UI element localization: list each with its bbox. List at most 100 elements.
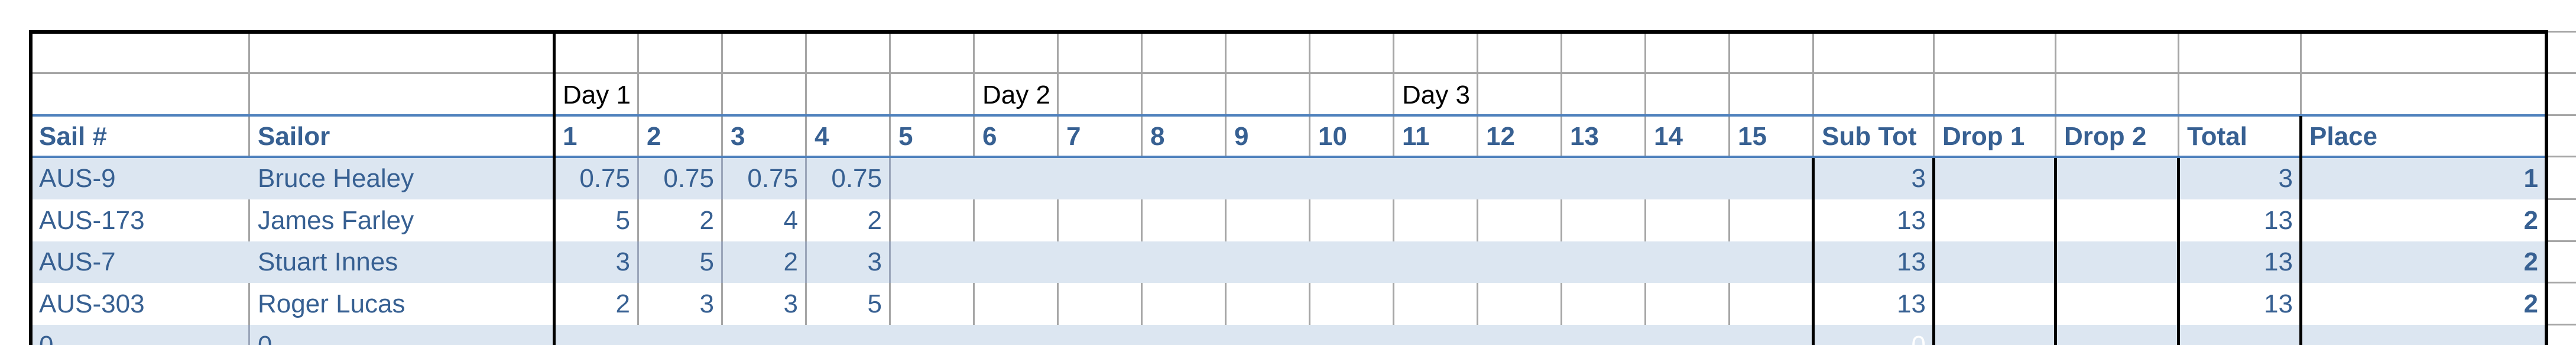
gridline <box>1309 31 1310 158</box>
col-header-subtot[interactable]: Sub Tot <box>1822 122 1917 151</box>
cell-race-score[interactable]: 5 <box>615 206 630 235</box>
cell-sailor[interactable]: Roger Lucas <box>258 289 405 318</box>
col-header-sail[interactable]: Sail # <box>39 122 107 151</box>
cell-total[interactable]: 13 <box>2264 247 2293 276</box>
col-header-race-8[interactable]: 8 <box>1150 122 1165 151</box>
cell-place[interactable]: 2 <box>2523 247 2538 276</box>
cell-race-score[interactable]: 0.75 <box>831 164 882 193</box>
gridline <box>1477 199 1478 241</box>
gridline <box>637 31 639 158</box>
divider-subtot-drop1 <box>1932 158 1935 345</box>
day3-label-cell[interactable]: Day 3 <box>1402 80 1470 109</box>
gridline <box>1728 31 1730 158</box>
col-header-place[interactable]: Place <box>2309 122 2377 151</box>
col-header-race-7[interactable]: 7 <box>1066 122 1081 151</box>
row-band <box>31 325 2546 345</box>
col-header-race-5[interactable]: 5 <box>898 122 913 151</box>
cell-place[interactable]: 2 <box>2523 289 2538 318</box>
gridline <box>1477 283 1478 325</box>
gridline <box>31 72 2576 74</box>
gridline <box>2178 31 2179 158</box>
gridline <box>1393 199 1394 241</box>
cell-race-score[interactable]: 2 <box>699 206 714 235</box>
table-border-right <box>2545 30 2548 345</box>
cell-total[interactable]: 13 <box>2264 289 2293 318</box>
col-header-race-1[interactable]: 1 <box>563 122 578 151</box>
cell-race-score[interactable]: 3 <box>699 289 714 318</box>
row-band <box>31 158 2546 199</box>
gridline <box>248 283 250 325</box>
gridline <box>805 241 807 283</box>
cell-race-score[interactable]: 3 <box>783 289 798 318</box>
gridline <box>2548 282 2576 283</box>
day2-label-cell[interactable]: Day 2 <box>982 80 1050 109</box>
col-header-race-14[interactable]: 14 <box>1654 122 1683 151</box>
col-header-total[interactable]: Total <box>2187 122 2247 151</box>
cell-sail[interactable]: AUS-7 <box>39 247 116 276</box>
gridline <box>889 241 891 283</box>
col-header-race-3[interactable]: 3 <box>731 122 745 151</box>
col-header-race-6[interactable]: 6 <box>982 122 997 151</box>
cell-subtot[interactable]: 13 <box>1897 247 1926 276</box>
day1-label-cell[interactable]: Day 1 <box>563 80 631 109</box>
gridline <box>1393 31 1394 158</box>
gridline <box>1933 31 1935 158</box>
gridline <box>1057 199 1059 241</box>
cell-race-score[interactable]: 5 <box>867 289 882 318</box>
col-header-race-4[interactable]: 4 <box>815 122 829 151</box>
cell-race-score[interactable]: 0.75 <box>747 164 798 193</box>
cell-race-score[interactable]: 0.75 <box>579 164 630 193</box>
gridline <box>973 31 975 158</box>
col-header-race-2[interactable]: 2 <box>647 122 661 151</box>
divider-races-subtot <box>1812 158 1815 345</box>
cell-place[interactable]: 2 <box>2523 206 2538 235</box>
gridline <box>248 325 250 345</box>
gridline <box>1141 283 1143 325</box>
cell-sailor[interactable]: James Farley <box>258 206 414 235</box>
cell-subtot[interactable]: 3 <box>1911 164 1926 193</box>
gridline <box>1225 283 1227 325</box>
gridline <box>2548 324 2576 325</box>
col-header-race-13[interactable]: 13 <box>1570 122 1599 151</box>
col-header-race-11[interactable]: 11 <box>1402 122 1430 151</box>
cell-place[interactable]: 1 <box>2523 164 2538 193</box>
gridline <box>637 199 639 241</box>
cell-subtot[interactable]: 13 <box>1897 289 1926 318</box>
cell-race-score[interactable]: 3 <box>867 247 882 276</box>
col-header-drop2[interactable]: Drop 2 <box>2064 122 2147 151</box>
cell-sail[interactable]: AUS-303 <box>39 289 145 318</box>
gridline <box>973 283 975 325</box>
gridline <box>973 199 975 241</box>
cell-sailor[interactable]: Stuart Innes <box>258 247 398 276</box>
gridline <box>2548 240 2576 242</box>
col-header-race-15[interactable]: 15 <box>1738 122 1767 151</box>
cell-race-score[interactable]: 5 <box>699 247 714 276</box>
gridline <box>889 283 891 325</box>
cell-race-score[interactable]: 2 <box>867 206 882 235</box>
gridline <box>1812 31 1814 158</box>
cell-race-score[interactable]: 0.75 <box>663 164 714 193</box>
cell-total[interactable]: 13 <box>2264 206 2293 235</box>
cell-sail[interactable]: AUS-173 <box>39 206 145 235</box>
gridline <box>1225 31 1227 158</box>
cell-sail[interactable]: 0 <box>31 325 249 345</box>
col-header-sailor[interactable]: Sailor <box>258 122 330 151</box>
cell-race-score[interactable]: 2 <box>783 247 798 276</box>
cell-sail[interactable]: AUS-9 <box>39 164 116 193</box>
col-header-drop1[interactable]: Drop 1 <box>1942 122 2025 151</box>
header-accent-line <box>31 114 2546 117</box>
col-header-race-10[interactable]: 10 <box>1318 122 1347 151</box>
cell-subtot[interactable]: 0 <box>1813 325 1934 345</box>
cell-sailor[interactable]: 0 <box>249 325 554 345</box>
col-header-race-12[interactable]: 12 <box>1486 122 1515 151</box>
cell-race-score[interactable]: 4 <box>783 206 798 235</box>
gridline <box>1309 283 1310 325</box>
cell-race-score[interactable]: 3 <box>615 247 630 276</box>
cell-sailor[interactable]: Bruce Healey <box>258 164 414 193</box>
cell-total[interactable]: 3 <box>2278 164 2293 193</box>
cell-race-score[interactable]: 2 <box>615 289 630 318</box>
gridline <box>805 31 807 158</box>
cell-subtot[interactable]: 13 <box>1897 206 1926 235</box>
col-header-race-9[interactable]: 9 <box>1234 122 1249 151</box>
